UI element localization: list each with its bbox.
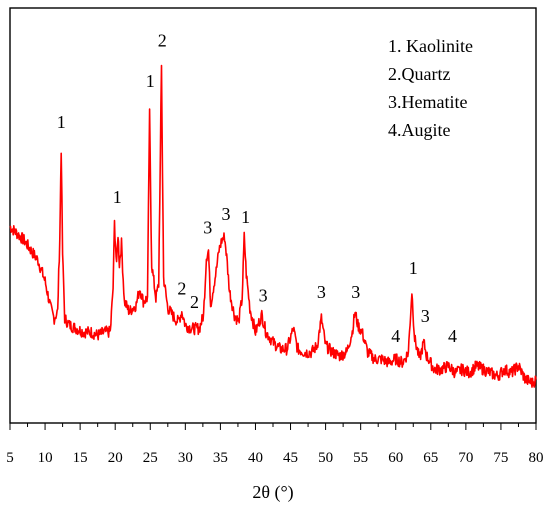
peak-label: 3 [259, 285, 268, 305]
x-tick-label: 10 [38, 450, 53, 466]
peak-label: 3 [421, 306, 430, 326]
legend: 1. Kaolinite 2.Quartz 3.Hematite 4.Augite [388, 36, 473, 140]
peak-label: 1 [113, 187, 122, 207]
x-tick-label: 45 [283, 450, 298, 466]
x-tick-label: 55 [353, 450, 368, 466]
x-tick-label: 15 [73, 450, 88, 466]
x-tick-label: 70 [458, 450, 473, 466]
peak-label: 2 [177, 279, 186, 299]
x-tick-label: 50 [318, 450, 333, 466]
x-tick-label: 35 [213, 450, 228, 466]
x-tick-label: 75 [493, 450, 508, 466]
peak-label: 3 [222, 204, 231, 224]
peak-label: 1 [57, 112, 66, 132]
peak-label: 1 [241, 207, 250, 227]
peak-label: 1 [409, 258, 418, 278]
x-tick-label: 40 [248, 450, 263, 466]
legend-entry: 1. Kaolinite [388, 36, 473, 56]
x-tick-label: 80 [529, 450, 544, 466]
xrd-pattern-line [9, 64, 537, 388]
peak-label: 2 [158, 30, 167, 50]
peak-label: 2 [190, 292, 199, 312]
peak-label: 3 [351, 282, 360, 302]
plot-frame [9, 7, 537, 424]
x-tick-label: 5 [6, 450, 14, 466]
peak-label: 4 [391, 326, 400, 346]
peak-label: 3 [317, 282, 326, 302]
x-tick-label: 60 [388, 450, 403, 466]
x-tick-labels: 5 10 15 20 25 30 35 40 45 50 55 60 65 70 75 80 [6, 450, 543, 466]
x-tick-label: 30 [178, 450, 193, 466]
peak-label: 3 [203, 217, 212, 237]
legend-entry: 3.Hematite [388, 92, 467, 112]
x-tick-label: 65 [423, 450, 438, 466]
legend-entry: 2.Quartz [388, 64, 450, 84]
x-tick-label: 20 [108, 450, 123, 466]
x-tick-label: 25 [143, 450, 158, 466]
peak-label: 4 [448, 326, 457, 346]
x-axis-ticks [9, 423, 537, 430]
legend-entry: 4.Augite [388, 120, 451, 140]
peak-label: 1 [146, 71, 155, 91]
x-axis-title: 2θ (°) [252, 482, 293, 503]
